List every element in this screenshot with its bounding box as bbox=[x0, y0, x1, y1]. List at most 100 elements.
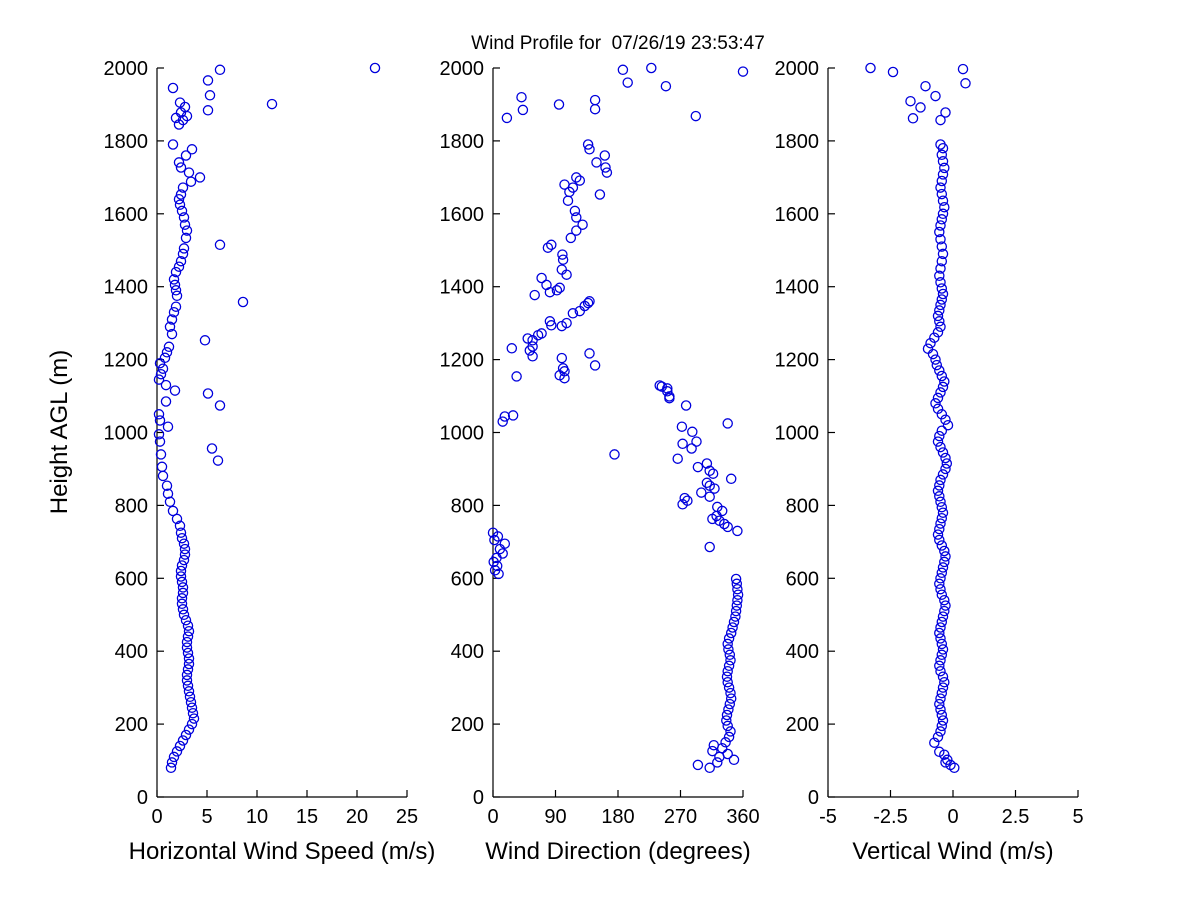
data-point bbox=[937, 381, 949, 393]
data-point bbox=[511, 371, 522, 382]
data-point bbox=[159, 352, 171, 364]
data-point bbox=[723, 644, 734, 655]
data-point bbox=[937, 156, 949, 167]
y-axis-label: Height AGL (m) bbox=[46, 349, 73, 515]
data-point bbox=[704, 465, 715, 477]
data-point bbox=[173, 157, 185, 168]
data-point bbox=[707, 745, 718, 757]
data-point bbox=[932, 327, 944, 338]
data-point bbox=[935, 655, 946, 666]
data-point bbox=[571, 225, 582, 236]
data-point bbox=[676, 421, 688, 432]
data-point bbox=[942, 754, 953, 766]
x-axis-label-wind-direction: Wind Direction (degrees) bbox=[485, 838, 751, 865]
data-point bbox=[154, 415, 166, 426]
data-point bbox=[940, 452, 951, 464]
data-point bbox=[732, 594, 743, 606]
data-point bbox=[175, 255, 187, 267]
data-point bbox=[936, 283, 948, 294]
data-point bbox=[934, 698, 945, 710]
data-point bbox=[594, 189, 606, 200]
x-tick-label: 0 bbox=[947, 806, 958, 828]
data-point bbox=[940, 414, 951, 425]
data-point bbox=[660, 80, 672, 92]
data-point bbox=[936, 638, 948, 650]
data-point bbox=[939, 749, 950, 760]
data-point bbox=[160, 396, 172, 407]
data-point bbox=[935, 441, 946, 453]
data-point bbox=[155, 368, 167, 380]
data-point bbox=[178, 538, 190, 549]
data-point bbox=[562, 195, 574, 206]
y-tick-label: 1800 bbox=[775, 131, 820, 153]
data-point bbox=[160, 379, 172, 391]
data-point bbox=[559, 179, 570, 190]
data-point bbox=[935, 474, 946, 486]
data-point bbox=[561, 317, 572, 329]
data-point bbox=[544, 316, 556, 327]
data-point bbox=[171, 290, 183, 302]
data-point bbox=[730, 611, 741, 622]
data-point bbox=[936, 512, 948, 524]
data-point bbox=[162, 421, 174, 432]
data-point bbox=[214, 400, 226, 411]
data-point bbox=[177, 604, 189, 615]
data-point bbox=[499, 411, 511, 422]
data-point bbox=[569, 205, 581, 217]
data-point bbox=[204, 90, 216, 101]
data-point bbox=[169, 385, 181, 396]
data-point bbox=[686, 443, 697, 454]
data-point bbox=[565, 232, 577, 244]
data-point bbox=[202, 75, 214, 86]
data-point bbox=[654, 380, 665, 391]
data-point bbox=[687, 426, 698, 438]
data-points-vertical-wind bbox=[865, 62, 971, 774]
data-point bbox=[692, 461, 704, 473]
data-point bbox=[939, 162, 950, 174]
data-point bbox=[601, 167, 613, 178]
data-point bbox=[935, 220, 946, 231]
y-tick-label: 1800 bbox=[104, 131, 149, 153]
data-point bbox=[176, 560, 188, 571]
x-tick-label: -2.5 bbox=[873, 806, 907, 828]
data-point bbox=[932, 731, 944, 743]
data-point bbox=[174, 97, 186, 108]
data-point bbox=[182, 680, 194, 692]
data-point bbox=[646, 62, 657, 74]
data-point bbox=[708, 739, 720, 751]
data-point bbox=[157, 363, 169, 374]
data-point bbox=[497, 416, 508, 427]
y-tick-label: 1600 bbox=[775, 204, 820, 226]
data-point bbox=[935, 665, 946, 677]
data-point bbox=[571, 212, 582, 223]
data-point bbox=[725, 687, 736, 699]
data-point bbox=[905, 95, 916, 107]
data-point bbox=[173, 193, 185, 205]
data-point bbox=[939, 556, 950, 568]
data-point bbox=[553, 99, 565, 110]
data-point bbox=[168, 274, 180, 285]
data-point bbox=[175, 162, 187, 173]
data-point bbox=[154, 436, 166, 447]
x-axis-label-vertical-wind: Vertical Wind (m/s) bbox=[852, 838, 1054, 865]
data-point bbox=[934, 305, 945, 316]
data-point bbox=[691, 436, 702, 447]
data-point bbox=[178, 554, 190, 566]
data-point bbox=[934, 660, 945, 672]
data-point bbox=[179, 219, 191, 230]
data-point bbox=[957, 63, 969, 75]
y-tick-label: 2000 bbox=[440, 58, 485, 80]
data-point bbox=[554, 282, 565, 294]
data-point bbox=[517, 104, 529, 116]
data-point bbox=[506, 343, 518, 354]
x-tick-label: 2.5 bbox=[1002, 806, 1030, 828]
data-point bbox=[181, 642, 193, 653]
data-point bbox=[937, 644, 949, 655]
data-point bbox=[187, 707, 199, 719]
y-tick-label: 200 bbox=[786, 714, 819, 736]
data-point bbox=[584, 296, 595, 307]
data-point bbox=[173, 261, 185, 272]
data-point bbox=[723, 704, 734, 715]
data-point bbox=[214, 64, 226, 76]
data-point bbox=[175, 189, 187, 200]
